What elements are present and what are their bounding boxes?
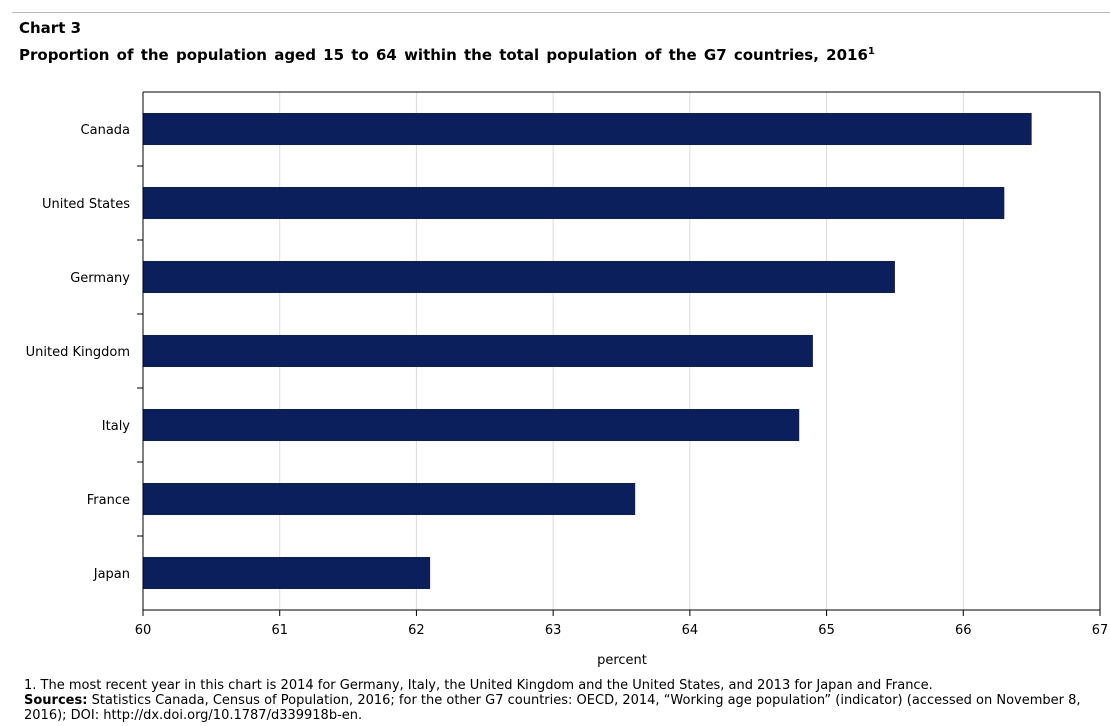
category-label: France bbox=[87, 493, 130, 508]
bar-canada bbox=[143, 113, 1032, 145]
labels: 60 61 62 63 64 65 66 67 Canada United States Germa… bbox=[26, 123, 1109, 638]
sources-text: Statistics Canada, Census of Population,… bbox=[24, 693, 1081, 723]
bar-japan bbox=[143, 557, 431, 589]
x-tick-label: 66 bbox=[955, 623, 972, 638]
x-tick-label: 60 bbox=[135, 623, 152, 638]
sources-note: Sources: Statistics Canada, Census of Po… bbox=[24, 693, 1104, 723]
bar-germany bbox=[143, 261, 895, 293]
title-note-marker: 1 bbox=[867, 46, 875, 57]
top-divider bbox=[12, 12, 1110, 13]
bars bbox=[143, 113, 1032, 589]
sources-label: Sources: bbox=[24, 693, 88, 708]
plot-frame bbox=[137, 91, 1101, 616]
x-tick-label: 64 bbox=[682, 623, 699, 638]
x-tick-label: 67 bbox=[1092, 623, 1109, 638]
category-label: Japan bbox=[93, 567, 130, 582]
category-label: United Kingdom bbox=[26, 345, 130, 360]
chart-number: Chart 3 bbox=[19, 19, 82, 37]
x-tick-label: 65 bbox=[818, 623, 835, 638]
x-axis-title: percent bbox=[597, 653, 647, 668]
x-tick-label: 62 bbox=[408, 623, 425, 638]
x-tick-label: 61 bbox=[271, 623, 288, 638]
category-label: Germany bbox=[70, 271, 130, 286]
chart-title: Proportion of the population aged 15 to … bbox=[19, 41, 879, 66]
category-label: United States bbox=[42, 197, 130, 212]
category-label: Canada bbox=[81, 123, 130, 138]
bar-united-states bbox=[143, 187, 1005, 219]
chart-title-text: Proportion of the population aged 15 to … bbox=[19, 46, 868, 64]
bar-united-kingdom bbox=[143, 335, 813, 367]
bar-france bbox=[143, 483, 636, 515]
footnote-1: 1. The most recent year in this chart is… bbox=[24, 678, 933, 693]
footnotes: 1. The most recent year in this chart is… bbox=[24, 678, 1104, 723]
category-label: Italy bbox=[102, 419, 131, 434]
x-tick-label: 63 bbox=[545, 623, 562, 638]
bar-italy bbox=[143, 409, 800, 441]
